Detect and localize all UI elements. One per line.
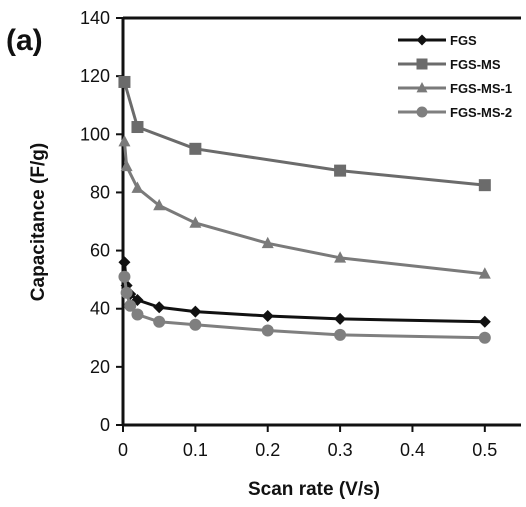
x-tick-label: 0.3 — [328, 440, 353, 460]
x-tick-label: 0.4 — [400, 440, 425, 460]
data-point-fgs-ms-2 — [478, 331, 491, 344]
data-point-fgs — [334, 312, 347, 325]
legend-marker-triangle — [416, 81, 428, 93]
series-line-fgs-ms-1 — [122, 141, 485, 276]
legend-item-fgs: FGS — [398, 33, 477, 48]
y-tick-label: 120 — [80, 66, 110, 86]
data-point-fgs-ms-1 — [189, 216, 202, 228]
x-tick-label: 0.2 — [255, 440, 280, 460]
legend-item-fgs-ms: FGS-MS — [398, 57, 501, 72]
data-point-fgs-ms — [334, 164, 347, 177]
series-fgs-ms — [118, 75, 491, 192]
data-point-fgs-ms — [189, 142, 202, 155]
series-fgs-ms-1 — [118, 134, 491, 279]
y-tick-label: 60 — [90, 241, 110, 261]
data-point-fgs-ms — [478, 179, 491, 192]
y-axis-title: Capacitance (F/g) — [28, 143, 49, 301]
data-point-fgs — [261, 309, 274, 322]
data-point-fgs-ms — [131, 121, 144, 134]
legend-item-fgs-ms-1: FGS-MS-1 — [398, 81, 512, 96]
data-point-fgs-ms-1 — [131, 181, 144, 193]
y-tick-label: 40 — [90, 299, 110, 319]
series-line-fgs-ms — [123, 81, 485, 187]
legend-marker-diamond — [416, 34, 428, 46]
data-point-fgs-ms-1 — [334, 251, 347, 263]
x-tick-label: 0.5 — [472, 440, 497, 460]
series-fgs-ms-2 — [118, 270, 491, 344]
data-point-fgs-ms-1 — [120, 159, 133, 172]
data-point-fgs-ms-2 — [131, 308, 144, 321]
data-point-fgs-ms-2 — [261, 324, 274, 337]
x-tick-label: 0.1 — [183, 440, 208, 460]
legend-marker-square — [416, 58, 428, 70]
data-point-fgs-ms-1 — [478, 267, 491, 279]
data-point-fgs — [189, 305, 202, 318]
data-point-fgs-ms — [118, 75, 131, 88]
plot-axes: 0 20 40 60 80 100 120 140 0 0.1 0.2 0.3 0.4 0.5 — [80, 8, 521, 460]
data-point-fgs — [118, 256, 131, 269]
y-tick-label: 140 — [80, 8, 110, 28]
legend-label: FGS-MS-2 — [450, 105, 512, 120]
series-line-fgs — [122, 262, 485, 324]
panel-label: (a) — [6, 24, 43, 57]
y-tick-label: 80 — [90, 182, 110, 202]
data-point-fgs-ms-1 — [118, 134, 131, 147]
data-point-fgs-ms-2 — [120, 286, 133, 299]
legend-label: FGS-MS-1 — [450, 81, 512, 96]
legend-label: FGS-MS — [450, 57, 501, 72]
x-tick-label: 0 — [118, 440, 128, 460]
data-point-fgs-ms-2 — [118, 270, 131, 283]
data-point-fgs-ms-1 — [153, 198, 166, 211]
series-line-fgs-ms-2 — [122, 276, 485, 340]
data-point-fgs — [478, 315, 491, 328]
data-point-fgs-ms-2 — [334, 328, 347, 341]
legend-marker-circle — [416, 106, 428, 118]
data-point-fgs-ms-1 — [261, 236, 274, 249]
y-tick-label: 0 — [100, 415, 110, 435]
data-point-fgs-ms-2 — [153, 315, 166, 328]
series-layer — [118, 75, 491, 344]
data-point-fgs-ms-2 — [124, 299, 137, 312]
legend-label: FGS — [450, 33, 477, 48]
y-tick-label: 20 — [90, 357, 110, 377]
legend-item-fgs-ms-2: FGS-MS-2 — [398, 105, 512, 120]
data-point-fgs — [153, 301, 166, 314]
y-tick-label: 100 — [80, 124, 110, 144]
x-axis-title: Scan rate (V/s) — [248, 479, 380, 500]
legend: FGS FGS-MS FGS-MS-1 FGS-MS-2 — [398, 33, 512, 120]
data-point-fgs-ms-2 — [189, 318, 202, 331]
